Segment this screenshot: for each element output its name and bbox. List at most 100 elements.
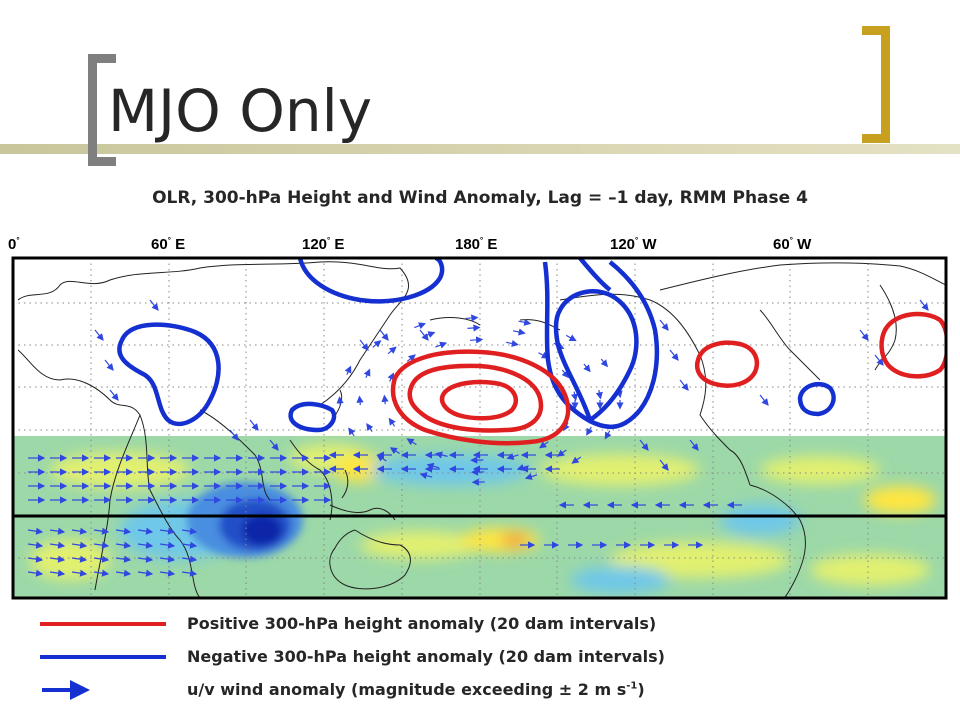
legend-wind-arrow-icon bbox=[42, 680, 90, 700]
wind-vector bbox=[181, 555, 198, 563]
legend-negative-swatch bbox=[40, 655, 166, 659]
lon-label-0: 0° bbox=[8, 236, 20, 253]
wind-vector bbox=[919, 299, 929, 311]
legend-positive-swatch bbox=[40, 622, 166, 626]
wind-vector bbox=[372, 340, 382, 348]
wind-vector bbox=[406, 354, 416, 362]
wind-vector bbox=[387, 372, 395, 382]
wind-vector bbox=[571, 391, 579, 402]
wind-vector bbox=[269, 439, 279, 451]
wind-vector bbox=[376, 454, 387, 462]
wind-vector bbox=[27, 569, 44, 577]
wind-vector bbox=[435, 451, 448, 459]
right-bracket-decoration bbox=[862, 26, 890, 143]
title-accent-bar bbox=[0, 144, 960, 154]
wind-vector bbox=[470, 336, 484, 344]
wind-vector bbox=[557, 449, 567, 457]
wind-vector bbox=[506, 339, 519, 347]
wind-vector bbox=[71, 555, 88, 563]
left-bracket-decoration bbox=[88, 54, 116, 166]
wind-vector bbox=[406, 438, 417, 446]
wind-vector bbox=[115, 541, 132, 549]
wind-vector bbox=[363, 368, 371, 379]
positive-height-contours bbox=[390, 311, 946, 446]
wind-vector bbox=[465, 314, 479, 322]
wind-vector bbox=[27, 527, 44, 535]
plot-title: OLR, 300-hPa Height and Wind Anomaly, La… bbox=[152, 188, 808, 208]
wind-vector bbox=[93, 555, 110, 563]
wind-vector bbox=[115, 527, 132, 535]
map-frame bbox=[11, 256, 948, 600]
wind-vector bbox=[137, 527, 154, 535]
coastlines bbox=[17, 261, 946, 598]
wind-vector bbox=[859, 329, 869, 341]
wind-vector bbox=[49, 555, 66, 563]
wind-vector bbox=[419, 472, 433, 480]
wind-vector bbox=[71, 569, 88, 577]
wind-vector bbox=[595, 389, 603, 400]
wind-vector bbox=[381, 394, 389, 405]
wind-vector bbox=[181, 541, 198, 549]
lon-label-120e: 120° E bbox=[302, 236, 345, 253]
wind-vector bbox=[149, 299, 159, 311]
wind-vector bbox=[387, 346, 397, 355]
wind-vector bbox=[109, 389, 119, 401]
wind-vector bbox=[359, 339, 369, 351]
wind-vector bbox=[94, 329, 104, 341]
wind-vector bbox=[669, 349, 679, 361]
wind-vector bbox=[93, 569, 110, 577]
wind-vector bbox=[467, 324, 481, 332]
wind-vector bbox=[512, 328, 526, 336]
wind-vector bbox=[71, 527, 88, 535]
wind-vector bbox=[539, 441, 549, 449]
wind-vector bbox=[49, 541, 66, 549]
wind-vector bbox=[524, 473, 538, 480]
wind-vector bbox=[759, 394, 769, 406]
wind-vector bbox=[93, 527, 110, 535]
wind-vector bbox=[137, 555, 154, 563]
wind-vector bbox=[583, 363, 591, 373]
wind-vector bbox=[27, 541, 44, 549]
legend-wind: u/v wind anomaly (magnitude exceeding ± … bbox=[0, 678, 960, 702]
wind-vector bbox=[49, 527, 66, 535]
wind-vector bbox=[426, 462, 440, 470]
wind-vector bbox=[600, 358, 609, 368]
lon-label-60e: 60° E bbox=[151, 236, 186, 253]
wind-vector bbox=[366, 423, 374, 432]
wind-vector bbox=[874, 354, 884, 366]
wind-vector bbox=[571, 456, 582, 464]
legend-positive: Positive 300-hPa height anomaly (20 dam … bbox=[0, 612, 960, 636]
wind-vector bbox=[71, 541, 88, 549]
wind-vector bbox=[561, 369, 570, 379]
wind-vector bbox=[586, 426, 593, 436]
wind-vector bbox=[344, 365, 352, 375]
wind-vector bbox=[336, 396, 344, 406]
wind-vector bbox=[679, 379, 689, 391]
wind-vector bbox=[389, 447, 401, 455]
legend-negative-text: Negative 300-hPa height anomaly (20 dam … bbox=[187, 647, 665, 666]
wind-vector bbox=[104, 359, 114, 371]
wind-vector bbox=[93, 541, 110, 549]
wind-vector bbox=[435, 341, 448, 349]
wind-vector bbox=[49, 569, 66, 577]
legend-positive-text: Positive 300-hPa height anomaly (20 dam … bbox=[187, 614, 657, 633]
wind-vector bbox=[414, 322, 426, 330]
wind-vector bbox=[27, 555, 44, 563]
wind-vector bbox=[181, 527, 198, 535]
wind-vector bbox=[419, 329, 429, 341]
wind-vector bbox=[137, 541, 154, 549]
wind-vector bbox=[115, 555, 132, 563]
lon-label-60w: 60° W bbox=[773, 236, 812, 253]
wind-vector bbox=[639, 439, 649, 451]
legend-wind-text: u/v wind anomaly (magnitude exceeding ± … bbox=[187, 680, 645, 699]
wind-vector bbox=[659, 459, 669, 471]
lon-label-180: 180° E bbox=[455, 236, 498, 253]
wind-vector bbox=[565, 334, 577, 342]
wind-vector bbox=[518, 318, 532, 326]
wind-vector bbox=[659, 319, 669, 331]
wind-vector bbox=[137, 569, 154, 577]
wind-vector bbox=[159, 555, 176, 563]
wind-vector bbox=[388, 417, 396, 427]
wind-vector bbox=[249, 419, 259, 431]
